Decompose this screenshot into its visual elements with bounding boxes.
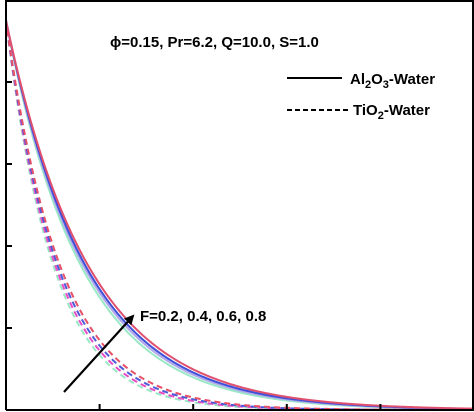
arrow-label: F=0.2, 0.4, 0.6, 0.8 (140, 308, 266, 325)
increase-arrow (63, 314, 135, 393)
tio2-curve-f-04 (5, 20, 474, 411)
ticks-group (5, 0, 474, 411)
parameter-annotation: ϕ=0.15, Pr=6.2, Q=10.0, S=1.0 (110, 34, 319, 51)
axes-frame (5, 0, 474, 411)
legend-entry-al2o3: Al2O3-Water (350, 71, 435, 91)
al2o3-curve-f-08 (5, 20, 474, 410)
legend-entry-tio2: TiO2-Water (353, 102, 430, 122)
legend: Al2O3-Water TiO2-Water (287, 71, 435, 122)
arrow-line (63, 314, 135, 393)
